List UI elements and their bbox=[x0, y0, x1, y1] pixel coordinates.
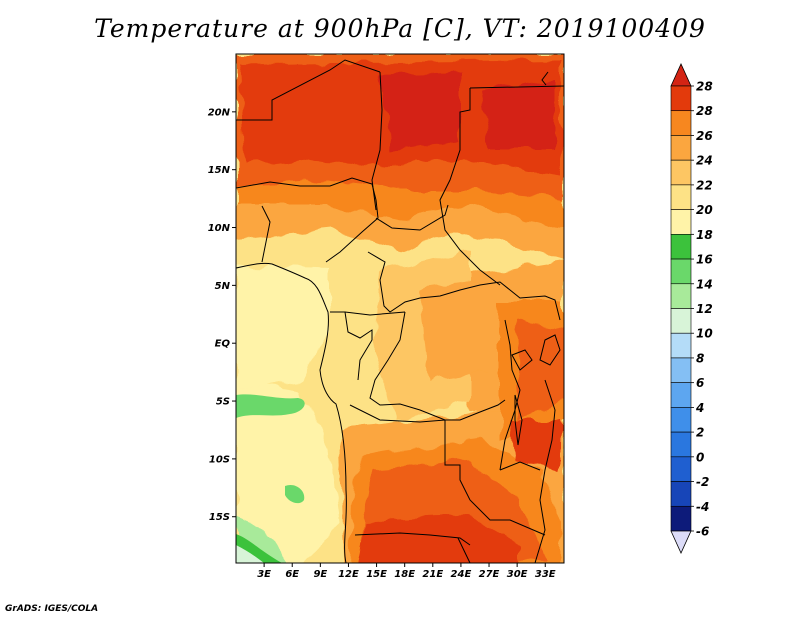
colorbar-segment bbox=[670, 85, 692, 112]
lat-tick-label: 5N bbox=[215, 281, 231, 292]
lon-tick-label: 21E bbox=[422, 569, 443, 580]
lon-tick-label: 6E bbox=[285, 569, 299, 580]
temperature-field bbox=[236, 54, 564, 563]
colorbar-label: 6 bbox=[696, 376, 704, 390]
colorbar-segment bbox=[670, 135, 692, 161]
colorbar-label: 16 bbox=[696, 253, 713, 267]
chart-title: Temperature at 900hPa [C], VT: 201910040… bbox=[94, 14, 706, 43]
colorbar-segment bbox=[670, 308, 692, 334]
colorbar-segment bbox=[670, 283, 692, 309]
colorbar-label: 18 bbox=[696, 228, 713, 242]
credit-text: GrADS: IGES/COLA bbox=[5, 604, 99, 614]
colorbar-label: 28 bbox=[696, 80, 713, 94]
colorbar-segment bbox=[670, 407, 692, 433]
map-frame bbox=[235, 53, 565, 564]
colorbar-segment bbox=[670, 332, 692, 359]
cool-patch bbox=[285, 484, 305, 504]
lon-tick-label: 27E bbox=[479, 569, 500, 580]
country-borders bbox=[236, 59, 564, 563]
colorbar-label: 20 bbox=[696, 203, 713, 217]
colorbar-label: 4 bbox=[695, 401, 704, 415]
colorbar-label: 26 bbox=[696, 129, 713, 143]
colorbar-segment bbox=[670, 481, 692, 507]
colorbar-label: 8 bbox=[696, 351, 704, 365]
lat-tick-label: 15S bbox=[209, 512, 230, 523]
colorbar-label: 0 bbox=[696, 450, 704, 464]
colorbar-label: 12 bbox=[696, 302, 713, 316]
colorbar-label: 10 bbox=[696, 327, 713, 341]
lat-tick-label: 15N bbox=[208, 165, 231, 176]
colorbar-segment bbox=[670, 505, 692, 532]
colorbar-label: 22 bbox=[696, 178, 713, 192]
colorbar-segment bbox=[670, 357, 692, 383]
lon-tick-label: 33E bbox=[535, 569, 556, 580]
lon-tick-label: 24E bbox=[451, 569, 472, 580]
colorbar-label: 24 bbox=[696, 154, 713, 168]
lat-tick-label: 10S bbox=[209, 454, 230, 465]
lat-tick-label: 20N bbox=[208, 107, 231, 118]
colorbar-segment bbox=[670, 431, 692, 458]
lon-tick-label: 9E bbox=[313, 569, 327, 580]
lon-tick-label: 3E bbox=[257, 569, 271, 580]
colorbar-segment bbox=[670, 234, 692, 260]
lon-tick-label: 12E bbox=[338, 569, 359, 580]
colorbar-segment bbox=[670, 258, 692, 285]
colorbar-segment bbox=[670, 184, 692, 210]
colorbar-label: 14 bbox=[696, 277, 713, 291]
colorbar-label: 2 bbox=[696, 426, 704, 440]
lon-tick-label: 30E bbox=[507, 569, 528, 580]
colorbar-segment bbox=[670, 159, 692, 186]
colorbar-segment bbox=[670, 456, 692, 482]
lon-tick-label: 15E bbox=[366, 569, 387, 580]
lat-tick-label: 10N bbox=[208, 223, 231, 234]
colorbar-segment bbox=[670, 209, 692, 235]
lon-tick-label: 18E bbox=[394, 569, 415, 580]
colorbar-bottom-arrow bbox=[670, 530, 692, 554]
colorbar-top-arrow bbox=[670, 63, 692, 87]
colorbar-label: -6 bbox=[696, 525, 709, 539]
cool-patch bbox=[236, 394, 305, 418]
colorbar-label: -4 bbox=[696, 500, 709, 514]
colorbar-segment bbox=[670, 110, 692, 136]
latitude-axis: 20N 15N 10N 5N EQ 5S 10S 15S bbox=[208, 107, 236, 523]
cool-patch bbox=[236, 545, 264, 563]
colorbar-segment bbox=[670, 382, 692, 408]
colorbar-label: -2 bbox=[696, 475, 709, 489]
colorbar-label: 28 bbox=[696, 104, 713, 118]
lat-tick-label: EQ bbox=[215, 339, 231, 350]
longitude-axis: 3E 6E 9E 12E 15E 18E 21E 24E 27E 30E 33E bbox=[257, 563, 556, 580]
lat-tick-label: 5S bbox=[216, 397, 230, 408]
